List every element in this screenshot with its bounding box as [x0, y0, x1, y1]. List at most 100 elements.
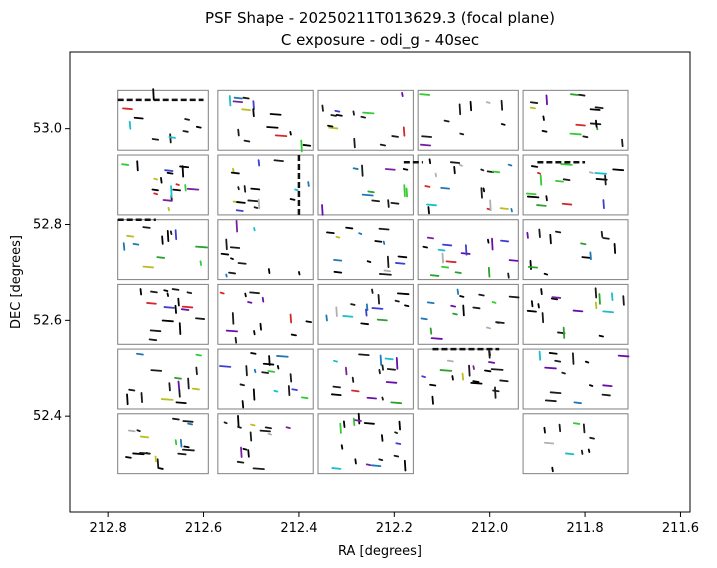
psf-whisker: [156, 256, 166, 259]
psf-whisker: [371, 199, 380, 203]
psf-whisker: [354, 419, 362, 422]
y-tick-label: 52.4: [33, 409, 62, 424]
psf-whisker: [472, 365, 475, 370]
psf-whisker: [584, 360, 590, 364]
psf-whisker: [549, 233, 552, 245]
psf-whisker: [236, 201, 246, 204]
psf-whisker: [219, 291, 225, 295]
ccd-cell: [217, 219, 314, 281]
psf-whisker: [160, 398, 174, 401]
psf-whisker: [439, 369, 453, 372]
psf-whisker: [230, 171, 240, 175]
psf-whisker: [526, 231, 529, 239]
psf-whisker: [321, 204, 324, 216]
psf-whisker: [450, 304, 457, 308]
psf-whisker: [367, 190, 375, 194]
psf-whisker: [394, 299, 400, 303]
psf-whisker: [421, 375, 426, 378]
psf-whisker: [126, 393, 129, 406]
psf-whisker: [291, 388, 298, 391]
ccd-cell: [317, 283, 414, 345]
ccd-cell: [417, 154, 519, 216]
psf-whisker: [333, 359, 338, 363]
psf-whisker: [163, 306, 175, 309]
psf-whisker: [330, 114, 337, 117]
psf-whisker: [175, 183, 180, 186]
x-tick-label: 211.6: [662, 521, 699, 536]
psf-whisker: [250, 423, 256, 427]
psf-whisker: [458, 103, 462, 116]
psf-whisker: [420, 317, 428, 321]
psf-whisker: [150, 290, 158, 294]
psf-whisker: [572, 352, 575, 365]
psf-whisker: [594, 172, 607, 175]
psf-whisker: [298, 271, 301, 276]
psf-whisker: [166, 230, 170, 242]
psf-whisker: [223, 421, 228, 425]
psf-whisker: [177, 380, 180, 390]
y-tick-label: 52.8: [33, 218, 62, 233]
psf-whisker: [184, 184, 187, 192]
psf-whisker: [350, 303, 356, 306]
psf-whisker: [229, 246, 241, 249]
psf-whisker: [267, 432, 272, 436]
psf-whisker: [472, 306, 481, 310]
psf-whisker: [181, 305, 194, 309]
psf-whisker: [276, 364, 280, 370]
psf-whisker: [335, 235, 341, 239]
psf-whisker: [459, 132, 465, 136]
psf-whisker: [589, 108, 601, 111]
psf-whisker: [184, 118, 191, 121]
psf-whisker: [250, 187, 261, 191]
psf-whisker: [170, 185, 173, 198]
psf-whisker: [582, 423, 586, 434]
psf-whisker: [154, 455, 158, 463]
y-tick-label: 52.6: [33, 313, 62, 328]
psf-whisker: [169, 133, 172, 144]
psf-whisker: [187, 377, 190, 390]
psf-whisker: [247, 449, 250, 458]
x-tick-label: 212.0: [471, 521, 508, 536]
psf-whisker: [611, 292, 614, 301]
psf-whisker: [490, 368, 504, 371]
psf-whisker: [321, 104, 324, 112]
psf-whisker: [594, 106, 604, 110]
psf-whisker: [404, 304, 410, 308]
psf-whisker: [191, 387, 200, 391]
psf-whisker: [381, 364, 384, 371]
psf-whisker: [244, 292, 247, 298]
psf-whisker: [487, 266, 491, 278]
psf-whisker: [390, 201, 400, 205]
psf-whisker: [148, 338, 158, 342]
psf-whisker: [352, 110, 355, 116]
psf-whisker: [538, 350, 542, 361]
psf-whisker: [589, 251, 592, 261]
psf-whisker: [381, 396, 384, 401]
psf-whisker: [166, 171, 174, 175]
psf-whisker: [186, 291, 193, 295]
psf-whisker: [339, 422, 342, 434]
psf-whisker: [243, 139, 251, 143]
psf-whisker: [449, 161, 461, 164]
psf-whisker: [549, 391, 562, 395]
psf-whisker: [395, 357, 399, 370]
psf-whisker: [562, 178, 571, 182]
psf-whisker: [166, 292, 170, 297]
psf-whisker: [461, 372, 465, 381]
psf-whisker: [588, 171, 594, 174]
psf-whisker: [237, 414, 240, 428]
psf-whisker: [242, 447, 248, 451]
psf-whisker: [232, 100, 244, 104]
psf-whisker: [335, 306, 338, 318]
psf-whisker: [261, 371, 269, 374]
psf-whisker: [146, 302, 157, 305]
psf-whisker: [187, 422, 193, 426]
ccd-cell: [117, 283, 209, 345]
psf-whisker: [548, 352, 558, 355]
psf-whisker: [140, 392, 143, 403]
psf-whisker: [267, 268, 271, 274]
psf-whisker: [195, 125, 202, 129]
psf-whisker: [174, 229, 178, 241]
psf-whisker: [247, 301, 253, 304]
psf-whisker: [495, 321, 505, 324]
